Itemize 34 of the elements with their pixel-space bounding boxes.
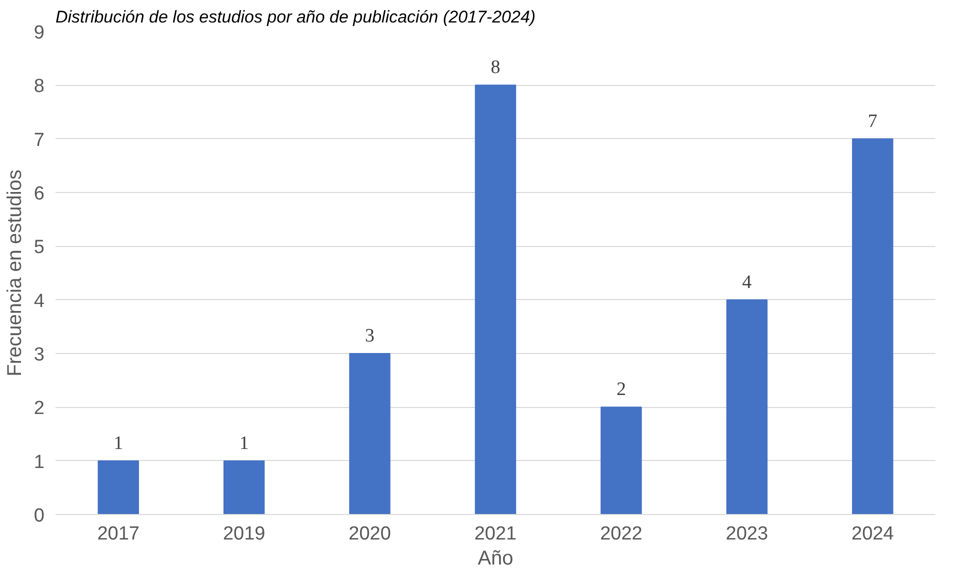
- bar: [600, 406, 642, 514]
- data-label: 4: [742, 272, 752, 293]
- bar: [726, 299, 768, 514]
- y-tick-label: 8: [34, 76, 45, 98]
- x-axis-title: Año: [478, 548, 514, 570]
- y-tick-label: 3: [34, 344, 45, 366]
- data-label: 3: [365, 326, 375, 346]
- x-tick-label: 2020: [348, 524, 391, 544]
- x-tick-label: 2017: [97, 524, 140, 544]
- bar: [223, 460, 265, 514]
- y-tick-label: 6: [34, 184, 45, 204]
- y-tick-label: 2: [34, 398, 45, 420]
- data-label: 2: [616, 379, 626, 400]
- y-tick-label: 5: [34, 237, 45, 258]
- bar: [98, 460, 139, 514]
- y-axis-title: Frecuencia en estudios: [4, 170, 26, 376]
- data-label: 1: [239, 432, 249, 454]
- data-label: 1: [114, 432, 124, 454]
- x-tick-label: 2023: [726, 524, 768, 544]
- x-tick-label: 2022: [600, 524, 642, 544]
- bar: [852, 138, 894, 514]
- y-tick-label: 4: [34, 290, 45, 312]
- data-label: 7: [868, 110, 878, 132]
- y-tick-label: 9: [34, 22, 45, 44]
- chart-title: Distribución de los estudios por año de publicación (2017-2024): [56, 8, 536, 26]
- y-tick-label: 1: [34, 452, 45, 473]
- y-tick-label: 0: [34, 506, 45, 526]
- y-tick-label: 7: [34, 130, 45, 151]
- bar: [349, 353, 390, 514]
- bar: [474, 84, 516, 514]
- x-tick-label: 2024: [852, 524, 894, 544]
- x-tick-label: 2021: [474, 524, 517, 544]
- data-label: 8: [490, 57, 500, 78]
- x-tick-label: 2019: [222, 524, 266, 544]
